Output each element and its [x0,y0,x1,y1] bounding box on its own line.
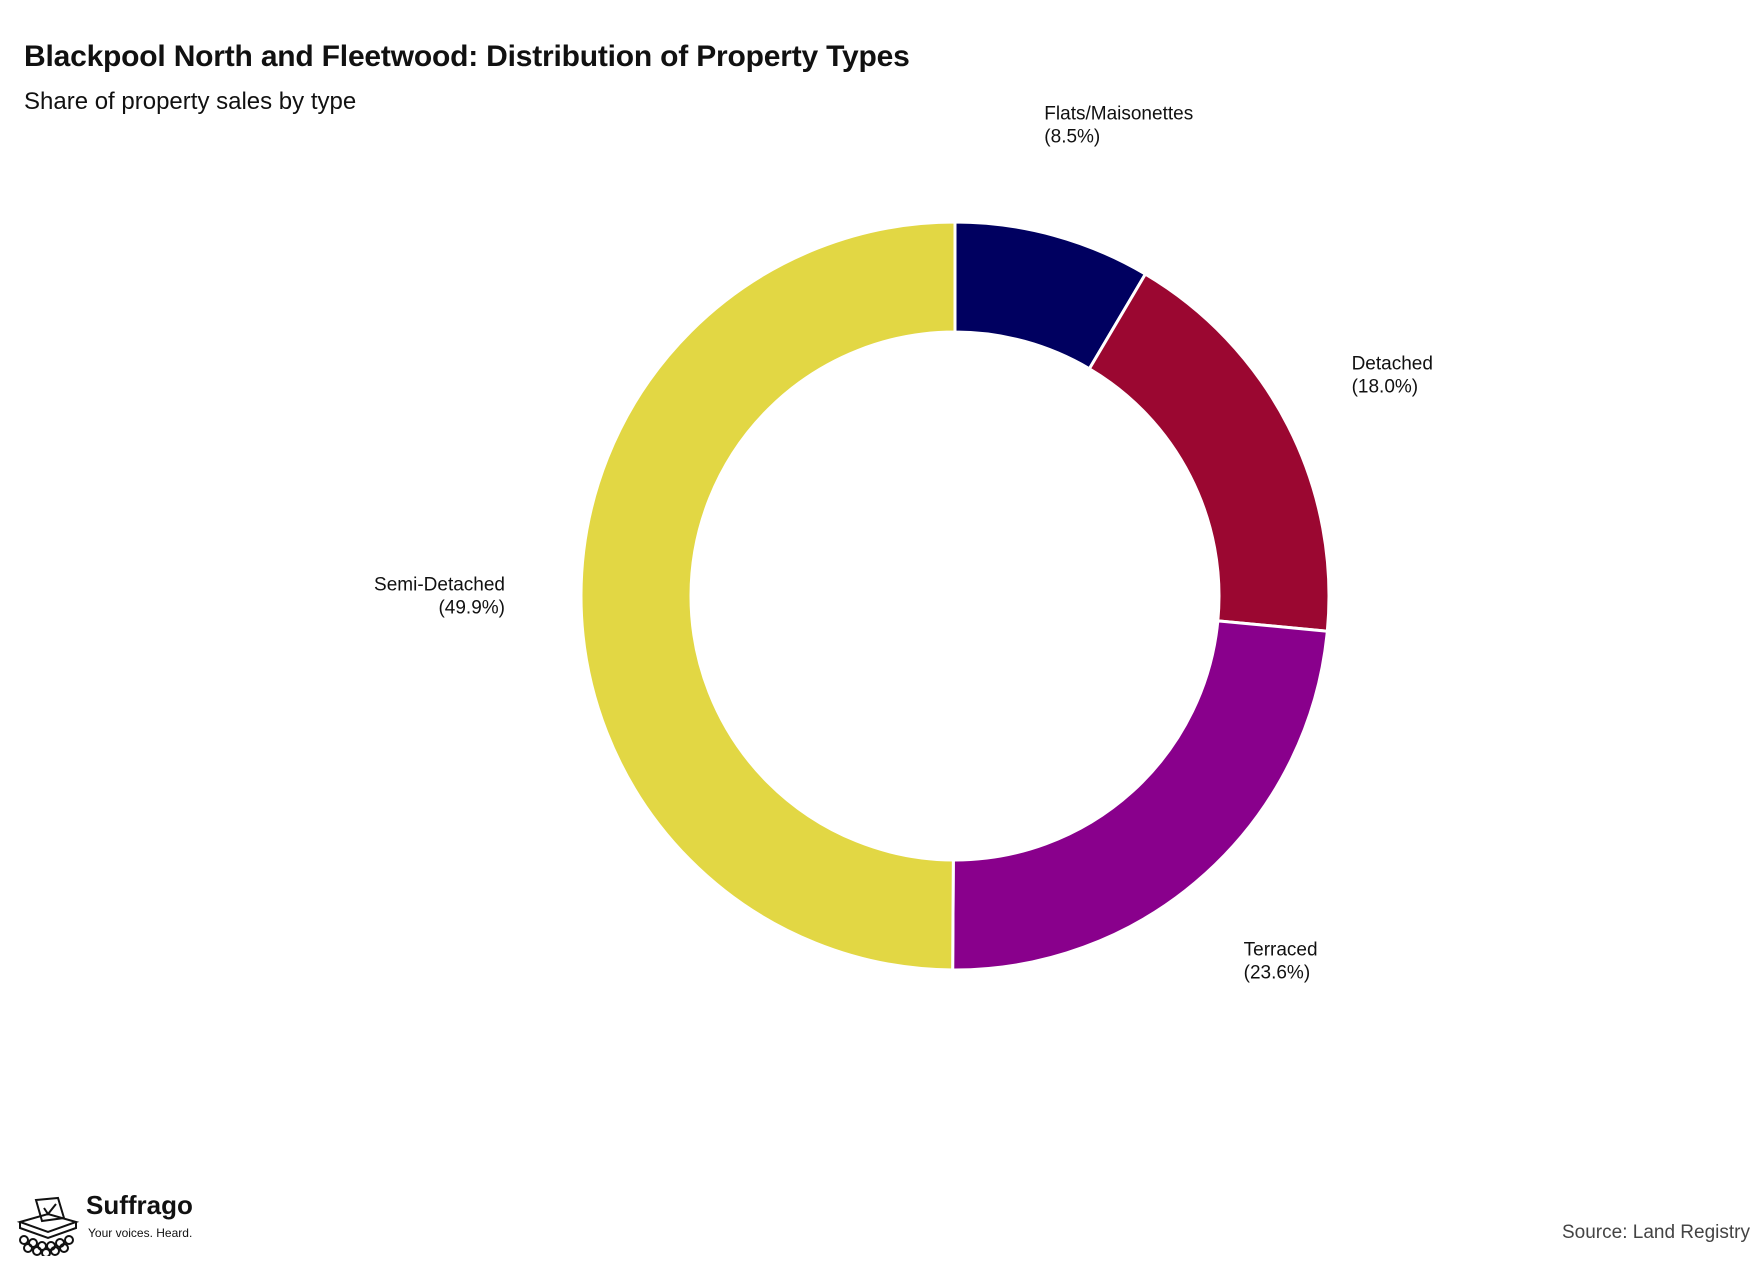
slice-label-percent: (18.0%) [1352,377,1419,398]
slice-label-percent: (8.5%) [1044,126,1100,147]
slice-detached [1087,272,1331,633]
label-detached: Detached (18.0%) [1352,354,1433,398]
label-terraced: Terraced (23.6%) [1244,939,1318,983]
source-note: Source: Land Registry [1562,1222,1750,1243]
slice-label-name: Terraced [1244,939,1318,960]
slice-label-name: Detached [1352,354,1433,375]
slice-label-percent: (23.6%) [1244,962,1311,983]
slice-label-percent: (49.9%) [438,597,505,618]
slice-labels: Flats/Maisonettes (8.5%) Detached (18.0%) Te… [374,103,1433,983]
label-flats-maisonettes: Flats/Maisonettes (8.5%) [1044,103,1193,147]
ballot-box-icon [16,1196,80,1256]
suffrago-logo: Suffrago Your voices. Heard. [14,1190,214,1256]
slice-semi-detached [579,220,957,972]
slice-label-name: Flats/Maisonettes [1044,103,1193,124]
donut-slices [579,220,1331,972]
slice-label-name: Semi-Detached [374,574,505,595]
brand-name: Suffrago [86,1190,193,1220]
chart-subtitle: Share of property sales by type [24,88,357,115]
brand-tagline: Your voices. Heard. [88,1226,193,1240]
chart-title: Blackpool North and Fleetwood: Distribut… [24,40,910,73]
label-semi-detached: Semi-Detached (49.9%) [374,574,505,618]
slice-terraced [951,619,1329,972]
